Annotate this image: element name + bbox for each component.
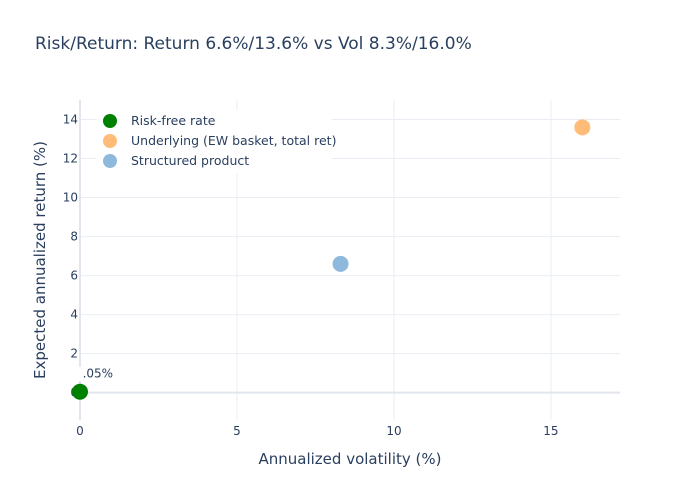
data-point: [332, 255, 349, 272]
x-tick-label: 10: [386, 424, 401, 438]
legend-label: Underlying (EW basket, total ret): [131, 133, 336, 148]
y-tick-label: 6: [70, 269, 78, 283]
data-points: [72, 119, 591, 400]
legend-label: Structured product: [131, 153, 249, 168]
legend-box: [96, 110, 332, 174]
x-tick-label: 0: [76, 424, 84, 438]
y-tick-label: 8: [70, 230, 78, 244]
y-tick-label: 10: [63, 191, 78, 205]
legend: Risk-free rate Underlying (EW basket, tot…: [96, 110, 336, 174]
chart-title: Risk/Return: Return 6.6%/13.6% vs Vol 8.…: [35, 34, 472, 54]
legend-marker: [103, 114, 117, 128]
y-tick-label: 2: [70, 347, 78, 361]
annotations: 0.05%: [72, 366, 113, 381]
y-tick-label: 4: [70, 308, 78, 322]
legend-marker: [103, 134, 117, 148]
data-point: [574, 119, 591, 136]
legend-marker: [103, 154, 117, 168]
x-axis-title: Annualized volatility (%): [259, 450, 442, 468]
point-label: 0.05%: [75, 367, 113, 381]
y-axis-title: Expected annualized return (%): [31, 141, 49, 379]
label-clip-mask: [72, 366, 82, 381]
x-tick-label: 15: [543, 424, 558, 438]
legend-label: Risk-free rate: [131, 113, 216, 128]
data-point: [72, 383, 88, 400]
x-tick-label: 5: [233, 424, 241, 438]
y-tick-label: 12: [63, 152, 78, 166]
y-tick-label: 14: [63, 113, 78, 127]
